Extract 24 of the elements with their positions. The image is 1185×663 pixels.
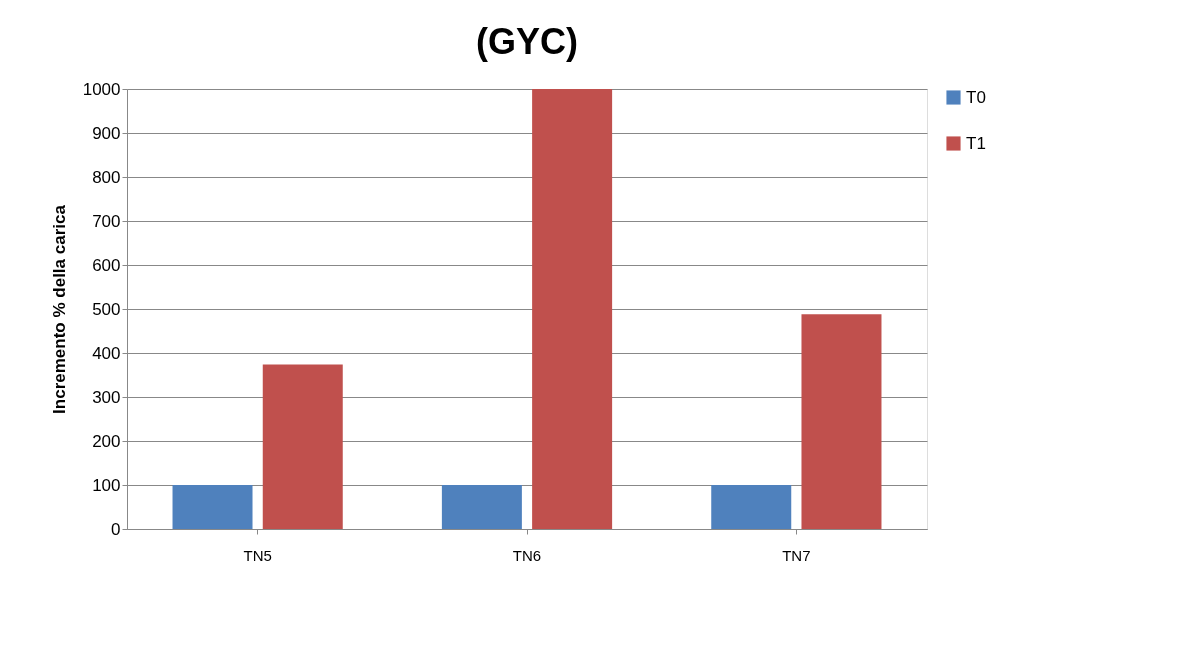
y-tick-label: 400 <box>92 343 121 363</box>
y-tick-label: 200 <box>92 431 121 451</box>
y-tick-label: 0 <box>111 519 121 539</box>
chart-title: (GYC) <box>476 21 578 62</box>
bar <box>711 485 792 529</box>
legend-label: T1 <box>966 133 986 153</box>
x-tick-label: TN5 <box>243 546 272 564</box>
y-tick-label: 500 <box>92 299 121 319</box>
y-axis-title: Incremento % della carica <box>49 204 69 414</box>
y-tick-label: 700 <box>92 211 121 231</box>
legend-label: T0 <box>966 87 986 107</box>
bar <box>262 364 343 529</box>
bar <box>441 485 522 529</box>
y-tick-label: 600 <box>92 255 121 275</box>
x-tick-label: TN6 <box>512 546 542 564</box>
bar <box>532 89 613 529</box>
y-tick-label: 1000 <box>82 79 121 99</box>
y-tick-label: 100 <box>92 475 121 495</box>
bar <box>801 314 882 529</box>
y-tick-label: 900 <box>92 123 121 143</box>
y-tick-label: 800 <box>92 167 121 187</box>
y-tick-label: 300 <box>92 387 121 407</box>
bar <box>172 485 253 529</box>
x-tick-label: TN7 <box>782 546 811 564</box>
